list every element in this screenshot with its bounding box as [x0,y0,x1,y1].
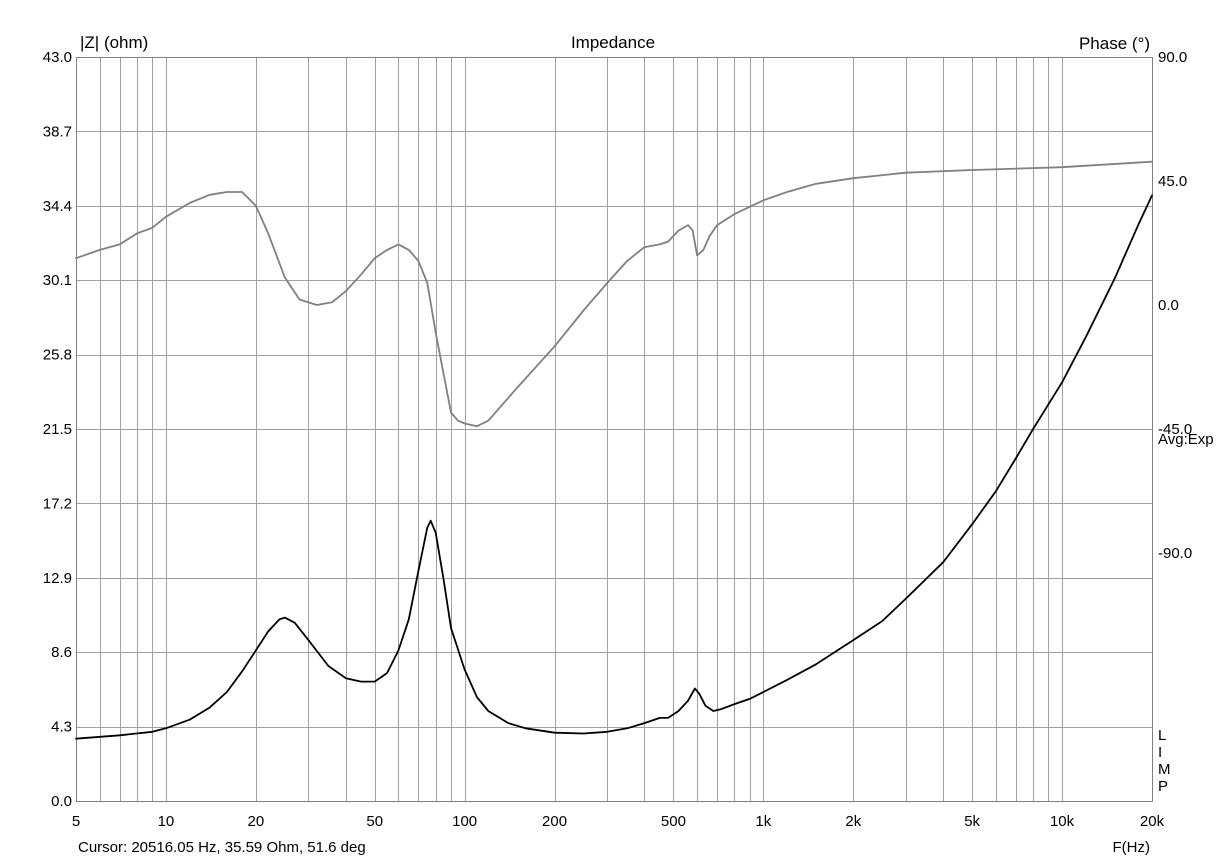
side-letter: M [1158,761,1171,778]
x-tick-label: 200 [542,813,567,830]
left-tick-label: 12.9 [43,570,72,587]
right-tick-label: 90.0 [1158,49,1187,66]
x-tick-labels: 5 10 20 50 100 200 500 1k 2k 5k 10k 20k [72,813,1165,830]
right-axis-label: Phase (°) [1079,34,1150,53]
left-tick-labels: 0.0 4.3 8.6 12.9 17.2 21.5 25.8 30.1 34.4 38.7 43.… [43,49,72,810]
chart-title: Impedance [571,33,655,52]
x-tick-label: 20 [248,813,265,830]
left-tick-label: 0.0 [51,793,72,810]
left-tick-label: 38.7 [43,123,72,140]
plot-frame [76,57,1153,802]
side-letter: L [1158,727,1166,744]
x-tick-label: 5 [72,813,80,830]
left-tick-label: 25.8 [43,347,72,364]
left-tick-label: 17.2 [43,495,72,512]
left-axis-label: |Z| (ohm) [80,33,148,52]
phase-curve [75,160,1153,428]
x-tick-label: 500 [661,813,686,830]
x-tick-label: 20k [1140,813,1165,830]
right-tick-label: 45.0 [1158,173,1187,190]
right-tick-label: -90.0 [1158,545,1192,562]
left-tick-label: 8.6 [51,644,72,661]
right-tick-label: -45.0 [1158,421,1192,438]
impedance-curve [75,194,1153,740]
x-tick-label: 2k [845,813,861,830]
left-tick-label: 30.1 [43,272,72,289]
left-tick-label: 4.3 [51,719,72,736]
left-tick-label: 43.0 [43,49,72,66]
series-lines [75,160,1153,740]
left-tick-label: 34.4 [43,198,72,215]
left-tick-label: 21.5 [43,421,72,438]
x-tick-label: 50 [366,813,383,830]
side-letter: P [1158,778,1168,795]
x-axis-label: F(Hz) [1113,839,1151,856]
x-tick-label: 5k [964,813,980,830]
x-tick-label: 100 [452,813,477,830]
x-tick-label: 10k [1050,813,1075,830]
right-tick-label: 0.0 [1158,297,1179,314]
x-tick-label: 10 [158,813,175,830]
averaging-label: Avg:Exp [1158,431,1214,448]
x-tick-label: 1k [755,813,771,830]
right-tick-labels: 90.0 45.0 0.0 -45.0 -90.0 [1158,49,1192,562]
cursor-readout: Cursor: 20516.05 Hz, 35.59 Ohm, 51.6 deg [78,839,366,856]
side-letter: I [1158,744,1162,761]
